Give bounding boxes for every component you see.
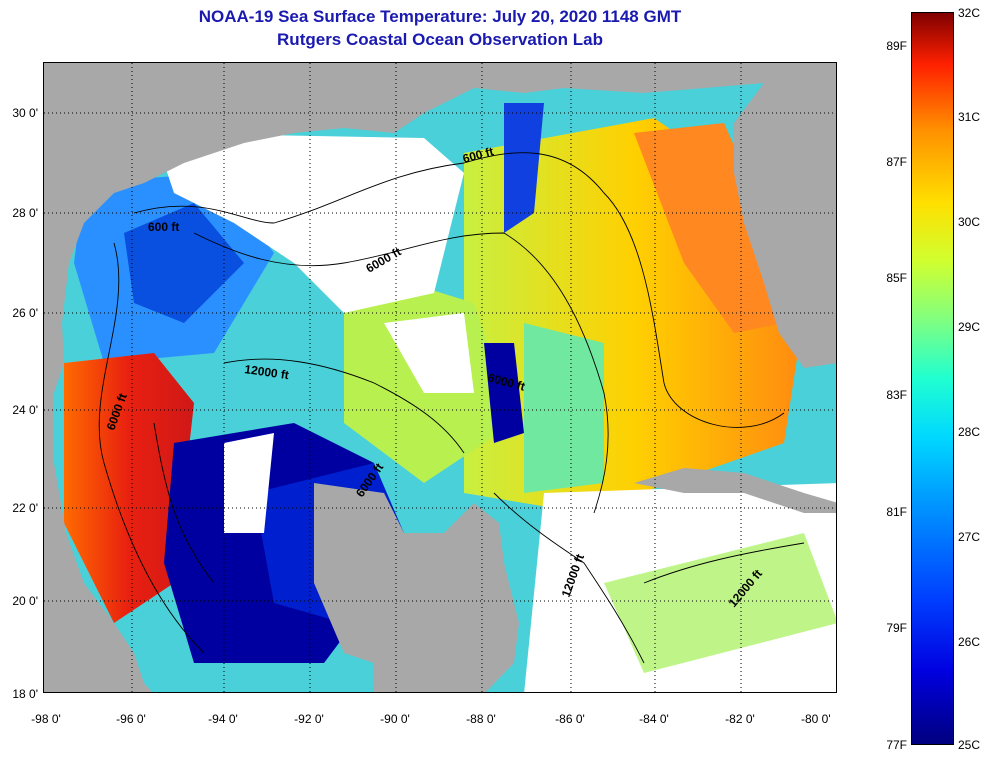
lat-label: 22 0' [12,501,38,515]
colorbar-fahrenheit-label: 87F [886,155,907,169]
figure-title: NOAA-19 Sea Surface Temperature: July 20… [198,7,682,26]
cold-filament-central [484,343,524,443]
cloud-northern-gulf [154,133,464,313]
figure-subtitle: Rutgers Coastal Ocean Observation Lab [277,30,603,49]
colorbar-celsius-label: 28C [958,425,981,439]
colorbar-fahrenheit-label: 77F [886,738,907,752]
colorbar-celsius-label: 25C [958,738,981,752]
lon-label: -80 0' [801,712,831,726]
colorbar-celsius-label: 26C [958,635,981,649]
sst-map-image: 600 ft 600 ft 6000 ft 12000 ft 6000 ft 6… [44,63,836,692]
lon-label: -84 0' [639,712,669,726]
cool-patch-west [124,203,244,323]
lon-label: -82 0' [725,712,755,726]
land-cuba [634,468,836,513]
colorbar-celsius-label: 30C [958,215,981,229]
land-atlantic-coast [784,63,836,133]
contour-label: 600 ft [148,220,179,234]
colorbar-fahrenheit-label: 81F [886,505,907,519]
graticule [44,63,836,692]
colorbar-celsius-label: 29C [958,320,981,334]
central-gulf-mid [524,323,604,493]
lon-label: -98 0' [31,712,61,726]
lat-label: 24 0' [12,403,38,417]
sst-map: 600 ft 600 ft 6000 ft 12000 ft 6000 ft 6… [43,62,837,693]
lat-label: 18 0' [12,687,38,701]
caribbean-warm [604,533,836,673]
lon-label: -94 0' [208,712,238,726]
colorbar-fahrenheit-label: 85F [886,271,907,285]
lon-label: -90 0' [380,712,410,726]
colorbar-fahrenheit-label: 83F [886,388,907,402]
lat-label: 20 0' [12,594,38,608]
lon-label: -88 0' [466,712,496,726]
colorbar-celsius-label: 31C [958,110,981,124]
land-yucatan [314,483,519,692]
lon-label: -86 0' [555,712,585,726]
bathymetry-contours [98,152,805,664]
colorbar-celsius-label: 32C [958,6,981,20]
lat-label: 26 0' [12,306,38,320]
lon-label: -96 0' [116,712,146,726]
land-us-mexico-west [44,63,836,692]
colorbar-fahrenheit-label: 89F [886,39,907,53]
warm-western-coast [64,353,194,623]
temperature-colorbar [911,12,954,745]
lat-label: 28 0' [12,206,38,220]
lat-label: 30 0' [12,106,38,120]
colorbar-fahrenheit-label: 79F [886,621,907,635]
cool-filament-north [504,103,544,233]
land-florida-peninsula [734,83,836,368]
colorbar-celsius-label: 27C [958,530,981,544]
contour-label: 12000 ft [244,362,290,382]
cloud-central [384,313,474,393]
lon-label: -92 0' [294,712,324,726]
